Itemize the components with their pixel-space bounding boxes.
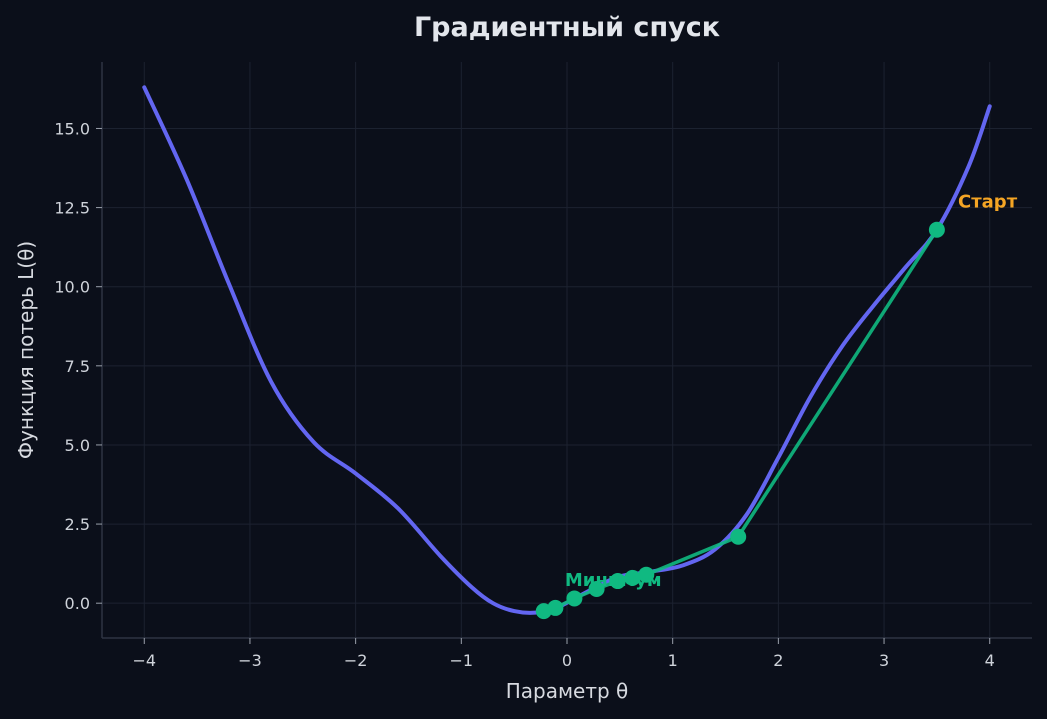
y-tick-label: 15.0 [54,119,90,138]
x-tick-label: −4 [132,651,156,670]
ticks: −4 −3 −2 −1 0 1 2 3 4 0.0 2.5 5.0 7.5 10.0 12.5 15.0 [54,119,994,670]
descent-step-point [609,573,626,590]
markers [535,221,945,620]
x-axis-label: Параметр θ [506,679,629,703]
x-tick-label: 2 [773,651,783,670]
y-tick-label: 2.5 [65,515,90,534]
y-tick-label: 0.0 [65,594,90,613]
y-tick-label: 12.5 [54,199,90,218]
descent-step-point [638,566,655,583]
descent-step-point [730,528,747,545]
x-tick-label: −1 [450,651,474,670]
annotation-label: Минимум [565,570,662,591]
x-tick-label: −3 [238,651,262,670]
x-tick-label: 3 [879,651,889,670]
x-tick-label: 4 [985,651,995,670]
annotations: Старт Минимум [565,192,1018,591]
chart-title: Градиентный спуск [414,12,720,43]
descent-step-point [535,603,552,620]
descent-step-point [566,590,583,607]
x-tick-label: −2 [344,651,368,670]
annotation-label: Старт [958,192,1018,213]
y-tick-label: 7.5 [65,357,90,376]
descent-step-point [588,580,605,597]
descent-step-point [928,221,945,238]
y-tick-label: 10.0 [54,278,90,297]
y-axis-label: Функция потерь L(θ) [14,241,38,459]
descent-step-point [624,569,641,586]
x-tick-label: 1 [668,651,678,670]
y-tick-label: 5.0 [65,436,90,455]
x-tick-label: 0 [562,651,572,670]
